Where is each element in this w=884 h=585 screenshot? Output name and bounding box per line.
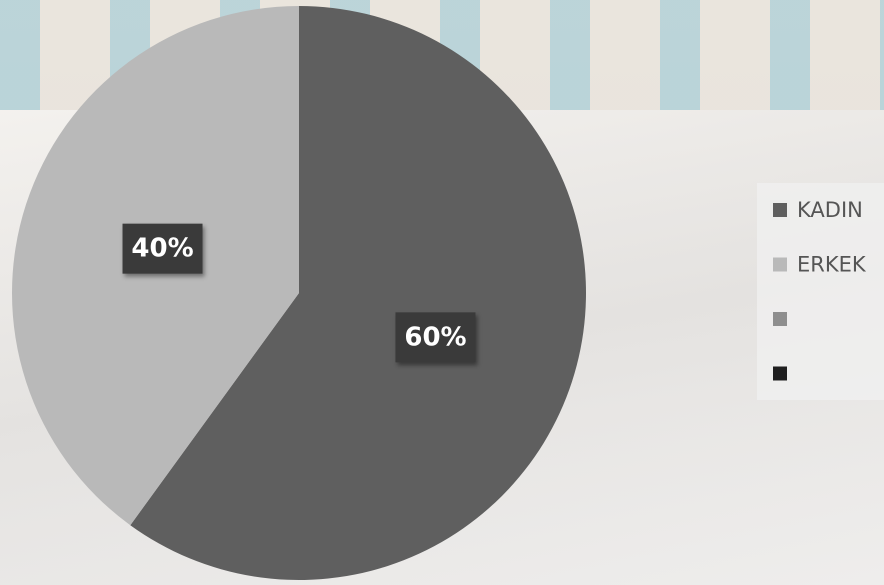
data-label: 60% [404, 322, 466, 352]
legend-swatch [773, 203, 787, 217]
legend-label: ERKEK [797, 253, 867, 277]
legend-swatch [773, 366, 787, 381]
pie-slice [130, 6, 587, 580]
data-label-box [122, 223, 203, 274]
legend-swatch [773, 312, 787, 326]
data-label-box [395, 312, 476, 363]
legend-swatch [773, 257, 787, 272]
legend-label: KADIN [797, 198, 863, 222]
legend-box [757, 183, 884, 400]
data-label: 40% [131, 234, 193, 264]
